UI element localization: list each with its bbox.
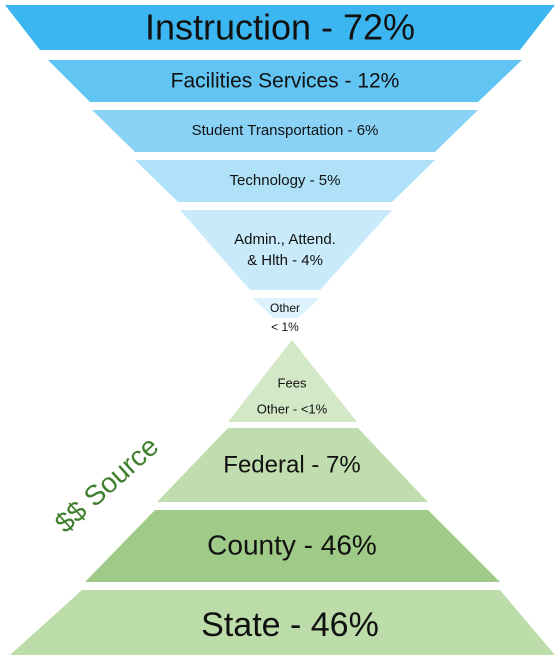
pyramid-level [228, 340, 357, 422]
spending-funnel: Instruction - 72% Facilities Services - … [5, 5, 555, 334]
funnel-label: Student Transportation - 6% [192, 122, 379, 139]
funnel-level [180, 210, 392, 290]
funnel-level [92, 110, 478, 152]
funnel-level [252, 298, 320, 318]
funnel-label: < 1% [271, 320, 299, 334]
pyramid-label: Federal - 7% [223, 451, 360, 478]
funnel-label: Other [270, 301, 300, 315]
funnel-label: Technology - 5% [230, 172, 341, 189]
pyramid-level [10, 590, 555, 655]
funnel-label: Instruction - 72% [145, 7, 415, 48]
pyramid-label: Fees [278, 375, 307, 390]
funnel-level [135, 160, 435, 202]
pyramid-label: State - 46% [201, 606, 379, 644]
funnel-level [48, 60, 522, 102]
funnel-level [5, 5, 555, 50]
pyramid-level [85, 510, 500, 582]
funnel-label: Admin., Attend. [234, 231, 336, 248]
pyramid-level [157, 428, 428, 502]
funnel-label: & Hlth - 4% [247, 252, 323, 269]
pyramid-label: County - 46% [207, 529, 377, 560]
funnel-label: Facilities Services - 12% [171, 70, 400, 93]
pyramid-label: Other - <1% [257, 401, 328, 416]
